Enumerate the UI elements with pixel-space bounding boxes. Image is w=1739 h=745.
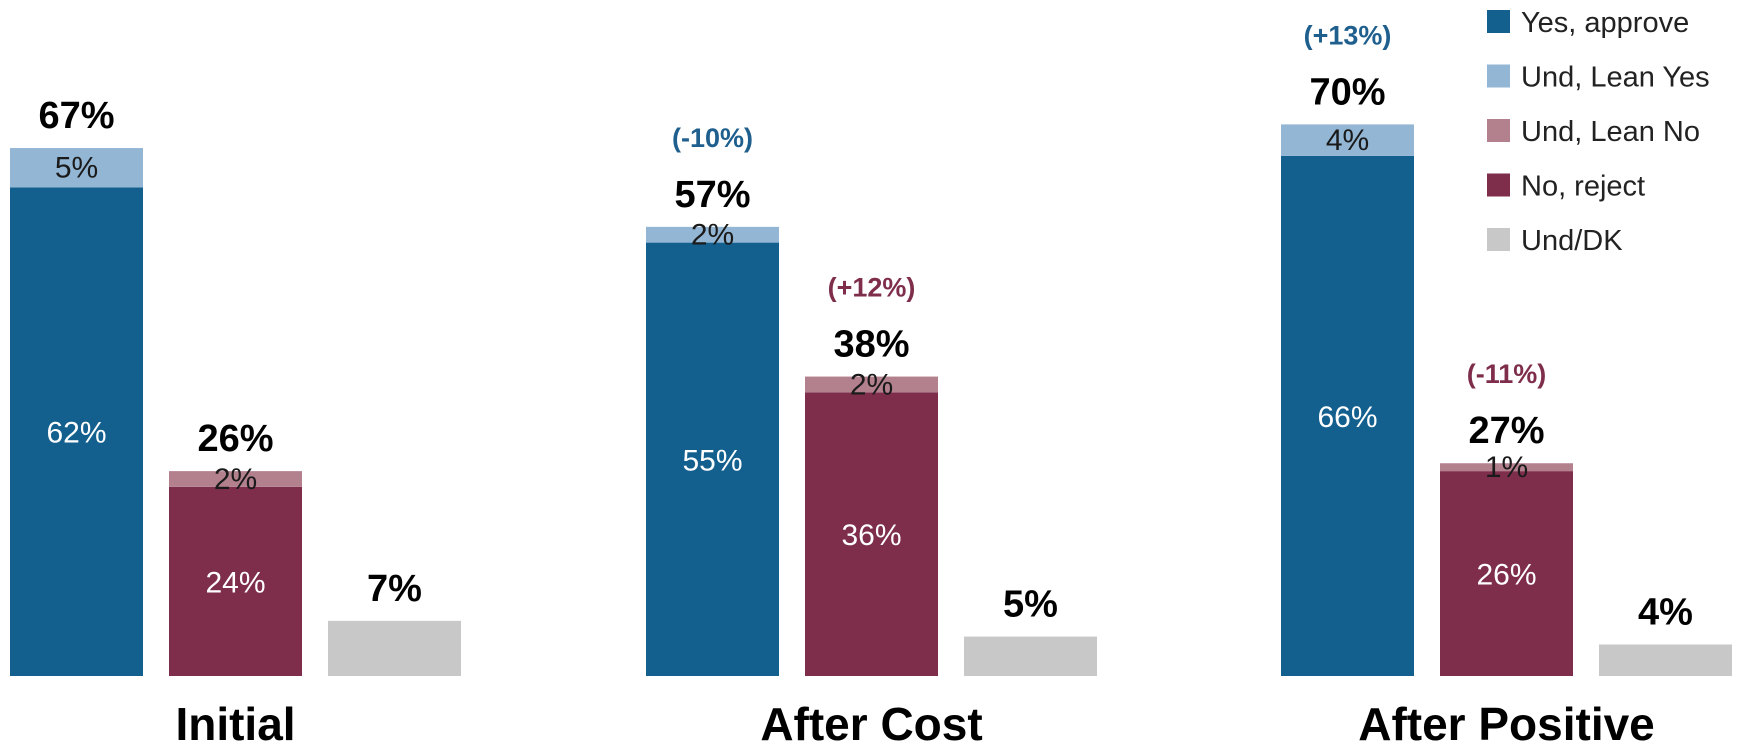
group-label-after-positive: After Positive: [1358, 698, 1655, 745]
bar-total-label: 57%: [674, 174, 750, 216]
legend-label-yes-approve: Yes, approve: [1521, 7, 1689, 39]
legend-swatch-und-lean-yes: [1487, 64, 1510, 88]
segment-value-label: 24%: [205, 566, 265, 599]
bar-total-label: 4%: [1638, 591, 1693, 633]
legend-swatch-und-lean-no: [1487, 119, 1510, 142]
bar-total-label: 27%: [1468, 410, 1544, 452]
legend-label-und-dk: Und/DK: [1521, 225, 1623, 257]
bar-total-label: 26%: [197, 418, 273, 460]
bar-total-label: 67%: [38, 95, 114, 137]
bar-segment-after-cost-no-reject: [805, 392, 938, 676]
group-label-after-cost: After Cost: [760, 698, 982, 745]
bar-segment-initial-no-reject: [169, 486, 302, 676]
bar-segment-after-positive-und-dk: [1599, 644, 1732, 676]
bar-segment-after-positive-yes-approve: [1281, 155, 1414, 677]
bar-segment-after-cost-und-lean-no: [805, 376, 938, 393]
change-label: (-10%): [672, 123, 753, 153]
change-label: (+13%): [1304, 20, 1392, 50]
legend: Yes, approve Und, Lean Yes Und, Lean No No,…: [1487, 7, 1710, 257]
bar-segment-after-positive-no-reject: [1440, 471, 1573, 676]
segment-value-label: 26%: [1476, 559, 1536, 592]
legend-swatch-no-reject: [1487, 173, 1510, 197]
segment-value-label: 36%: [841, 519, 901, 552]
segment-value-label: 66%: [1317, 401, 1377, 434]
bar-segment-after-cost-und-dk: [964, 636, 1097, 676]
segment-value-label: 55%: [682, 444, 742, 477]
segment-value-label: 2%: [691, 219, 734, 252]
bar-total-label: 5%: [1003, 584, 1058, 626]
legend-label-und-lean-yes: Und, Lean Yes: [1521, 62, 1710, 94]
bar-segment-initial-und-lean-yes: [10, 148, 143, 188]
bar-segment-initial-und-dk: [328, 620, 461, 676]
bar-segment-after-cost-und-lean-yes: [646, 226, 779, 243]
bar-total-label: 70%: [1309, 71, 1385, 113]
segment-value-label: 5%: [55, 152, 98, 185]
bar-segment-after-positive-und-lean-yes: [1281, 124, 1414, 156]
bar-total-label: 38%: [833, 324, 909, 366]
bars-layer: [10, 124, 1732, 677]
labels-layer: 62%5%67%24%2%26%7%Initial55%2%57%(-10%)3…: [38, 20, 1692, 745]
change-label: (-11%): [1467, 359, 1547, 389]
segment-value-label: 1%: [1485, 451, 1528, 484]
segment-value-label: 62%: [46, 417, 106, 450]
segment-value-label: 2%: [850, 368, 893, 401]
segment-value-label: 4%: [1326, 124, 1369, 157]
bar-segment-initial-und-lean-no: [169, 471, 302, 487]
legend-label-no-reject: No, reject: [1521, 171, 1645, 203]
bar-segment-after-positive-und-lean-no: [1440, 463, 1573, 472]
bar-total-label: 7%: [367, 568, 422, 610]
change-label: (+12%): [828, 273, 916, 303]
group-label-initial: Initial: [175, 698, 295, 745]
bar-segment-after-cost-yes-approve: [646, 242, 779, 676]
legend-swatch-und-dk: [1487, 228, 1510, 251]
legend-swatch-yes-approve: [1487, 10, 1510, 33]
bar-segment-initial-yes-approve: [10, 187, 143, 676]
segment-value-label: 2%: [214, 463, 257, 496]
legend-label-und-lean-no: Und, Lean No: [1521, 116, 1700, 148]
